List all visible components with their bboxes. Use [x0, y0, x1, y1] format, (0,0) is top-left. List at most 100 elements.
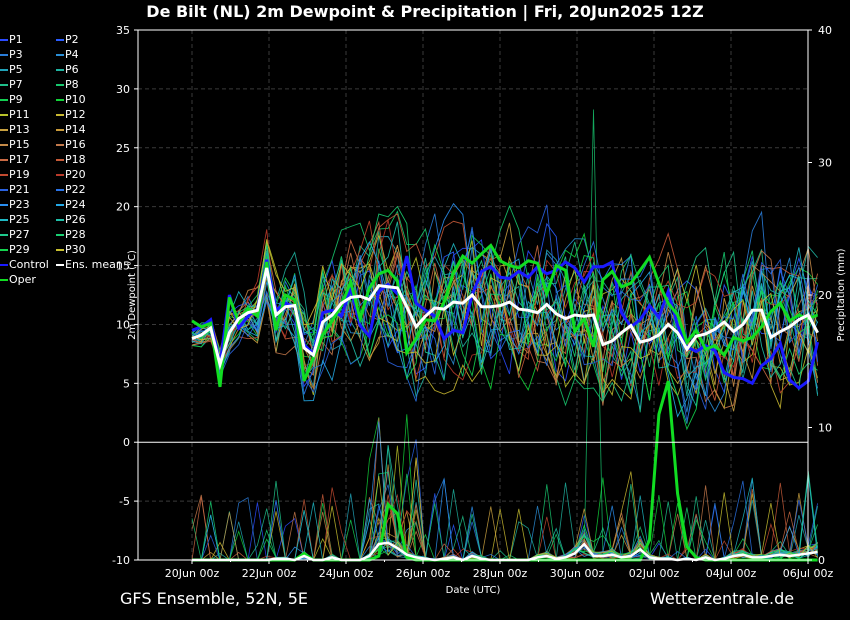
legend-label: P27	[9, 228, 30, 241]
member-precip-p3	[192, 477, 818, 561]
legend-label: P12	[65, 108, 86, 121]
chart-axes: 20Jun 00z 22Jun 00z 24Jun 00z 26Jun 00z 28Ju…	[112, 24, 847, 596]
legend-swatch	[0, 84, 8, 86]
legend-swatch	[56, 174, 64, 176]
member-precip-p16	[191, 457, 818, 561]
chart-title: De Bilt (NL) 2m Dewpoint & Precipitation…	[146, 2, 704, 21]
legend-label: P11	[9, 108, 30, 121]
legend-label: P25	[9, 213, 30, 226]
chart-series	[191, 109, 820, 562]
y2-tick-label: 40	[818, 24, 832, 37]
legend-label: Ens. mean	[65, 258, 123, 271]
legend-swatch	[56, 129, 64, 131]
y-tick-label: -5	[119, 495, 130, 508]
y2-tick-label: 10	[818, 422, 832, 435]
legend-swatch	[0, 144, 8, 146]
legend-label: P14	[65, 123, 86, 136]
legend-swatch	[0, 159, 8, 161]
y2-axis-label: Precipitation (mm)	[836, 248, 847, 341]
legend-swatch	[0, 219, 8, 221]
legend-label: P21	[9, 183, 30, 196]
member-precip-p11	[192, 445, 818, 561]
model-label: GFS Ensemble, 52N, 5E	[120, 589, 308, 608]
source-label: Wetterzentrale.de	[650, 589, 795, 608]
legend-swatch	[56, 84, 64, 86]
y-tick-label: 20	[116, 201, 130, 214]
y-tick-label: 30	[116, 83, 130, 96]
legend-label: P30	[65, 243, 86, 256]
member-precip-p13	[192, 492, 818, 561]
x-tick-label: 24Jun 00z	[319, 567, 374, 580]
member-precip-p17	[191, 417, 818, 561]
member-precip-p10	[192, 414, 818, 561]
x-tick-label: 22Jun 00z	[242, 567, 297, 580]
legend-swatch	[56, 264, 64, 266]
ens-mean-line	[191, 267, 819, 371]
legend-swatch	[56, 114, 64, 116]
member-precip-p20	[192, 493, 818, 561]
member-precip-p27	[192, 470, 818, 561]
y-tick-label: 0	[123, 436, 130, 449]
legend-label: P9	[9, 93, 23, 106]
legend-label: P10	[65, 93, 86, 106]
x-tick-label: 30Jun 00z	[550, 567, 605, 580]
legend-label: P26	[65, 213, 86, 226]
member-precip-p24	[192, 474, 818, 561]
x-tick-label: 06Jul 00z	[783, 567, 834, 580]
member-precip-p14	[192, 464, 818, 561]
legend-label: P23	[9, 198, 30, 211]
member-precip-p5	[192, 493, 818, 561]
legend-swatch	[0, 204, 8, 206]
member-line-p22	[192, 226, 819, 402]
x-tick-label: 28Jun 00z	[473, 567, 528, 580]
member-precip-p12	[192, 471, 818, 561]
y-tick-label: 25	[116, 142, 130, 155]
legend-swatch	[56, 234, 64, 236]
legend-swatch	[0, 39, 8, 41]
legend-swatch	[0, 234, 8, 236]
y-tick-label: 15	[116, 260, 130, 273]
legend-swatch	[56, 159, 64, 161]
x-tick-label: 04Jul 00z	[706, 567, 757, 580]
y2-tick-label: 0	[818, 554, 825, 567]
member-line-p29	[191, 243, 819, 431]
legend-swatch	[56, 99, 64, 101]
legend-swatch	[0, 69, 8, 71]
member-precip-p30	[192, 457, 818, 561]
y-tick-label: 10	[116, 318, 130, 331]
legend-label: Oper	[9, 273, 36, 286]
member-precip-p9	[192, 474, 818, 561]
x-tick-label: 20Jun 00z	[165, 567, 220, 580]
legend-swatch	[0, 114, 8, 116]
legend-swatch	[56, 189, 64, 191]
legend-label: P13	[9, 123, 30, 136]
legend-swatch	[56, 204, 64, 206]
legend-label: P6	[65, 63, 79, 76]
legend-label: P7	[9, 78, 23, 91]
legend-label: P28	[65, 228, 86, 241]
legend-swatch	[56, 249, 64, 251]
legend-swatch	[0, 279, 8, 281]
legend-swatch	[56, 54, 64, 56]
y-tick-label: 35	[116, 24, 130, 37]
member-precip-p29	[192, 473, 818, 561]
y-tick-label: 5	[123, 377, 130, 390]
legend-label: P15	[9, 138, 30, 151]
legend-swatch	[0, 54, 8, 56]
legend-swatch	[56, 144, 64, 146]
x-tick-label: 26Jun 00z	[396, 567, 451, 580]
member-precip-p1	[192, 470, 818, 561]
legend-label: P17	[9, 153, 30, 166]
legend-swatch	[0, 99, 8, 101]
legend-label: P29	[9, 243, 30, 256]
member-precip-p7	[192, 445, 818, 561]
x-axis-label: Date (UTC)	[446, 585, 501, 596]
member-precip-p4	[192, 479, 818, 561]
legend-swatch	[0, 249, 8, 251]
legend-swatch	[56, 39, 64, 41]
legend-swatch	[0, 264, 8, 266]
legend-label: P22	[65, 183, 86, 196]
y-axis-label: 2m Dewpoint (°C)	[127, 250, 138, 340]
legend-label: P24	[65, 198, 86, 211]
